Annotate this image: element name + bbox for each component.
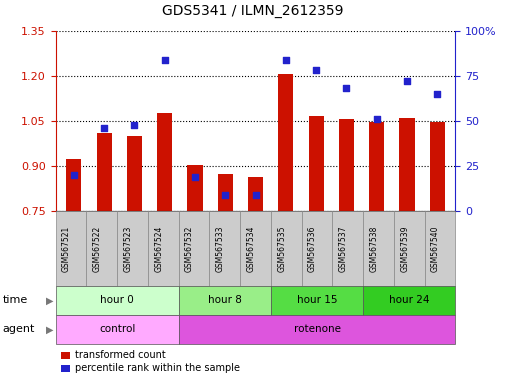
Point bbox=[372, 116, 380, 122]
Bar bbox=[217, 174, 232, 211]
Text: ▶: ▶ bbox=[46, 324, 53, 334]
Bar bbox=[127, 136, 142, 211]
Text: time: time bbox=[3, 295, 28, 306]
Text: GSM567532: GSM567532 bbox=[185, 225, 193, 272]
Text: hour 15: hour 15 bbox=[296, 295, 337, 306]
Bar bbox=[398, 118, 414, 211]
Point bbox=[100, 125, 108, 131]
Point bbox=[342, 85, 350, 91]
Bar bbox=[187, 165, 202, 211]
Text: GSM567538: GSM567538 bbox=[369, 225, 378, 272]
Point bbox=[130, 121, 138, 127]
Bar bbox=[96, 133, 112, 211]
Text: transformed count: transformed count bbox=[75, 350, 165, 360]
Text: hour 24: hour 24 bbox=[388, 295, 429, 306]
Text: GDS5341 / ILMN_2612359: GDS5341 / ILMN_2612359 bbox=[162, 4, 343, 18]
Text: hour 8: hour 8 bbox=[208, 295, 241, 306]
Bar bbox=[247, 177, 263, 211]
Bar bbox=[157, 113, 172, 211]
Text: GSM567533: GSM567533 bbox=[215, 225, 224, 272]
Text: control: control bbox=[99, 324, 135, 334]
Point bbox=[221, 192, 229, 198]
Point bbox=[432, 91, 440, 97]
Text: GSM567540: GSM567540 bbox=[430, 225, 439, 272]
Text: GSM567535: GSM567535 bbox=[277, 225, 286, 272]
Point bbox=[312, 67, 320, 73]
Text: agent: agent bbox=[3, 324, 35, 334]
Bar bbox=[308, 116, 323, 211]
Text: GSM567524: GSM567524 bbox=[154, 225, 163, 272]
Text: hour 0: hour 0 bbox=[100, 295, 134, 306]
Text: GSM567536: GSM567536 bbox=[308, 225, 317, 272]
Point bbox=[402, 78, 410, 84]
Text: ▶: ▶ bbox=[46, 295, 53, 306]
Bar bbox=[368, 122, 383, 211]
Text: GSM567539: GSM567539 bbox=[399, 225, 409, 272]
Bar bbox=[66, 159, 81, 211]
Point bbox=[251, 192, 259, 198]
Text: GSM567534: GSM567534 bbox=[246, 225, 255, 272]
Text: GSM567537: GSM567537 bbox=[338, 225, 347, 272]
Text: percentile rank within the sample: percentile rank within the sample bbox=[75, 363, 239, 373]
Text: GSM567521: GSM567521 bbox=[62, 225, 71, 272]
Point bbox=[281, 56, 289, 63]
Bar bbox=[278, 74, 293, 211]
Text: rotenone: rotenone bbox=[293, 324, 340, 334]
Bar bbox=[429, 122, 444, 211]
Text: GSM567522: GSM567522 bbox=[92, 225, 102, 272]
Point bbox=[190, 174, 198, 180]
Text: GSM567523: GSM567523 bbox=[123, 225, 132, 272]
Point bbox=[70, 172, 78, 178]
Point bbox=[160, 56, 168, 63]
Bar bbox=[338, 119, 354, 211]
